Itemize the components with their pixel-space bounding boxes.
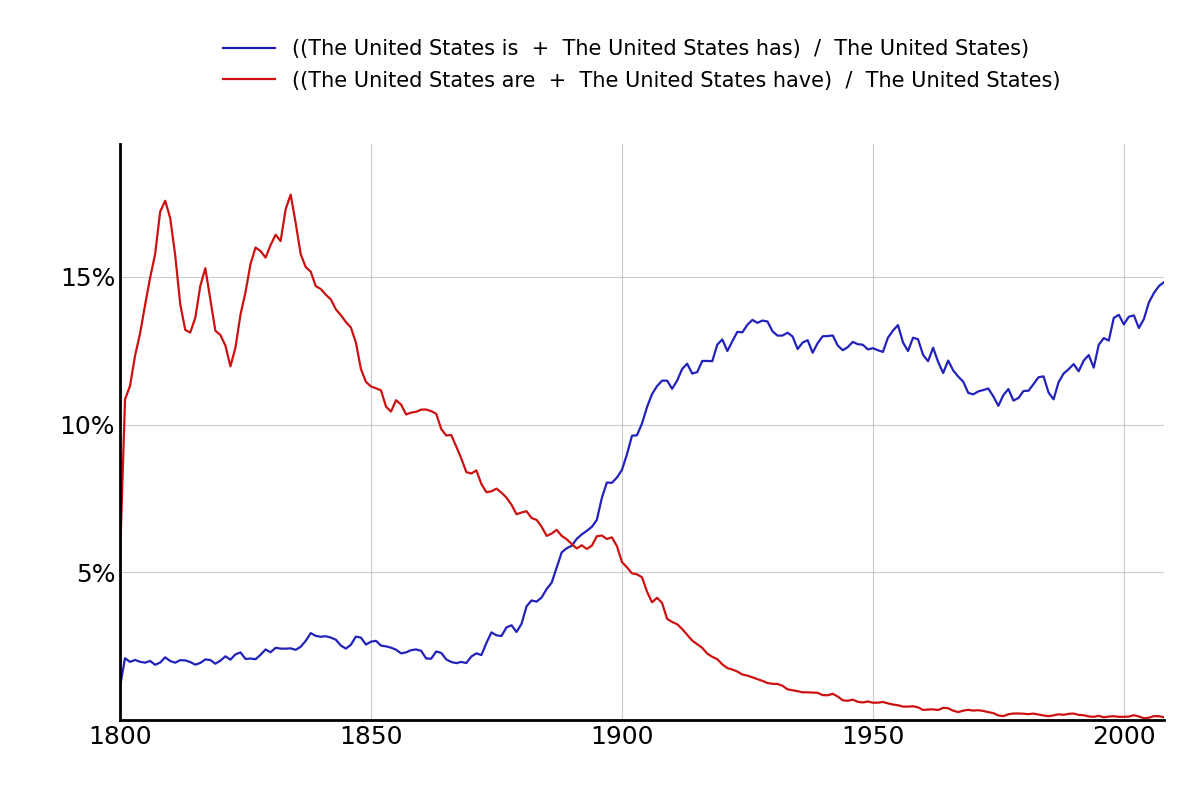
Line: ((The United States are  +  The United States have)  /  The United States): ((The United States are + The United Sta… [120,194,1164,718]
((The United States is  +  The United States has)  /  The United States) [334,641,348,650]
((The United States are  +  The United States have)  /  The United States) [490,484,504,494]
((The United States is  +  The United States has)  /  The United States) [1157,278,1171,287]
((The United States is  +  The United States has)  /  The United States) [856,340,870,350]
Legend: ((The United States is  +  The United States has)  /  The United States), ((The : ((The United States is + The United Stat… [223,39,1061,90]
((The United States is  +  The United States has)  /  The United States) [961,388,976,398]
((The United States is  +  The United States has)  /  The United States) [143,656,157,666]
((The United States are  +  The United States have)  /  The United States) [1157,713,1171,722]
Line: ((The United States is  +  The United States has)  /  The United States): ((The United States is + The United Stat… [120,282,1164,686]
((The United States is  +  The United States has)  /  The United States) [113,682,127,691]
((The United States are  +  The United States have)  /  The United States) [143,273,157,282]
((The United States are  +  The United States have)  /  The United States) [966,706,980,715]
((The United States are  +  The United States have)  /  The United States) [835,695,850,705]
((The United States is  +  The United States has)  /  The United States) [830,341,845,350]
((The United States is  +  The United States has)  /  The United States) [485,627,499,637]
((The United States are  +  The United States have)  /  The United States) [338,317,353,326]
((The United States are  +  The United States have)  /  The United States) [283,190,298,199]
((The United States are  +  The United States have)  /  The United States) [1136,714,1151,723]
((The United States are  +  The United States have)  /  The United States) [113,554,127,564]
((The United States are  +  The United States have)  /  The United States) [860,697,875,706]
